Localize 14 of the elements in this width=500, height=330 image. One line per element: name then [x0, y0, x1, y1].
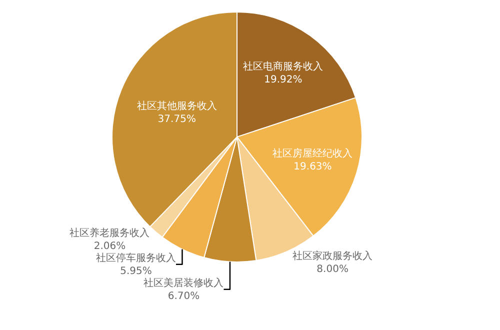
- data-label: 37.75%: [158, 114, 196, 126]
- slice-label: 社区其他服务收入: [136, 100, 217, 112]
- slice-label: 社区房屋经纪收入: [272, 148, 353, 160]
- data-label: 5.95%: [120, 266, 152, 277]
- data-label: 6.70%: [168, 290, 200, 302]
- slice-label: 社区养老服务收入: [70, 226, 150, 239]
- data-label: 8.00%: [316, 264, 348, 275]
- data-label: 19.92%: [264, 74, 302, 86]
- slice-label: 社区停车服务收入: [96, 252, 176, 264]
- data-label: 2.06%: [94, 240, 126, 252]
- slice-label: 社区家政服务收入: [292, 250, 373, 262]
- data-label: 19.63%: [294, 162, 332, 173]
- slice-label: 社区电商服务收入: [243, 60, 324, 73]
- slice-label: 社区美居装修收入: [144, 276, 224, 289]
